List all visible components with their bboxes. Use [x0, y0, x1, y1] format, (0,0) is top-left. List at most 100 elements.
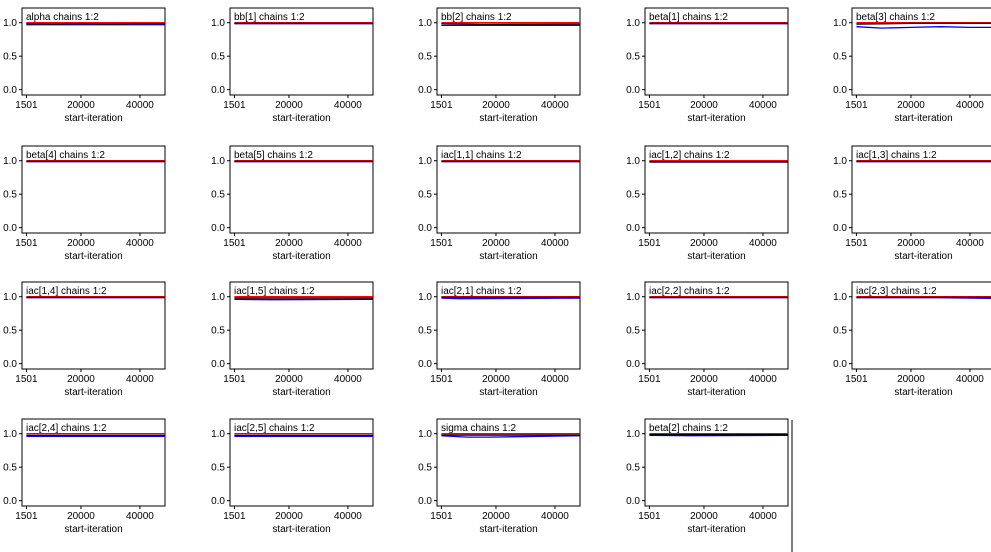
y-tick-label: 0.0	[3, 85, 17, 96]
x-tick-label: 20000	[67, 511, 95, 522]
x-tick-label: 40000	[126, 374, 154, 385]
chart-title: alpha chains 1:2	[26, 12, 99, 23]
chart-title: iac[1,2] chains 1:2	[649, 150, 730, 161]
x-tick-label: 20000	[690, 374, 718, 385]
x-tick-label: 1501	[223, 238, 246, 249]
y-tick-label: 1.0	[833, 156, 847, 167]
x-tick-label: 1501	[15, 511, 38, 522]
series-line	[441, 435, 581, 438]
x-axis-label: start-iteration	[272, 251, 330, 262]
chart-title: beta[1] chains 1:2	[649, 12, 728, 23]
y-tick-label: 0.5	[211, 463, 225, 474]
y-tick-label: 0.5	[833, 326, 847, 337]
x-tick-label: 1501	[845, 374, 868, 385]
x-tick-label: 20000	[482, 238, 510, 249]
y-tick-label: 1.0	[418, 156, 432, 167]
chart-panel: iac[1,2] chains 1:2 0.0 0.5 1.0 1501 20000 400…	[626, 145, 789, 262]
x-axis-label: start-iteration	[64, 387, 122, 398]
y-tick-label: 0.0	[626, 85, 640, 96]
chart-panel: iac[2,4] chains 1:2 0.0 0.5 1.0 1501 20000 400…	[3, 418, 166, 535]
y-tick-label: 0.5	[418, 52, 432, 63]
x-tick-label: 20000	[690, 511, 718, 522]
x-axis-label: start-iteration	[894, 251, 952, 262]
x-tick-label: 40000	[126, 238, 154, 249]
y-tick-label: 1.0	[211, 292, 225, 303]
x-axis-label: start-iteration	[272, 524, 330, 535]
y-tick-label: 0.5	[626, 190, 640, 201]
x-tick-label: 40000	[334, 374, 362, 385]
chart-panel: iac[1,5] chains 1:2 0.0 0.5 1.0 1501 20000 400…	[211, 281, 374, 398]
x-tick-label: 20000	[897, 374, 925, 385]
x-axis-label: start-iteration	[687, 524, 745, 535]
x-tick-label: 1501	[223, 100, 246, 111]
x-tick-label: 20000	[275, 238, 303, 249]
y-tick-label: 0.5	[3, 463, 17, 474]
chart-title: iac[1,5] chains 1:2	[234, 286, 315, 297]
y-tick-label: 0.0	[626, 496, 640, 507]
x-axis-label: start-iteration	[272, 113, 330, 124]
x-axis-label: start-iteration	[479, 251, 537, 262]
y-tick-label: 1.0	[833, 292, 847, 303]
y-tick-label: 1.0	[418, 292, 432, 303]
x-tick-label: 1501	[638, 238, 661, 249]
y-tick-label: 0.0	[211, 359, 225, 370]
chart-panel: beta[5] chains 1:2 0.0 0.5 1.0 1501 20000 4000…	[211, 145, 374, 262]
y-tick-label: 0.5	[418, 463, 432, 474]
chart-panel: bb[1] chains 1:2 0.0 0.5 1.0 1501 20000 40000 s…	[211, 7, 374, 124]
x-tick-label: 20000	[67, 238, 95, 249]
chart-panel: iac[2,1] chains 1:2 0.0 0.5 1.0 1501 20000 400…	[418, 281, 581, 398]
x-tick-label: 40000	[334, 238, 362, 249]
x-tick-label: 1501	[430, 238, 453, 249]
chart-title: bb[1] chains 1:2	[234, 12, 305, 23]
series-line	[441, 23, 581, 26]
x-tick-label: 40000	[749, 238, 777, 249]
y-tick-label: 0.0	[418, 359, 432, 370]
chart-title: beta[3] chains 1:2	[856, 12, 935, 23]
y-tick-label: 0.0	[3, 496, 17, 507]
chart-panel: iac[1,1] chains 1:2 0.0 0.5 1.0 1501 20000 400…	[418, 145, 581, 262]
chart-panel: alpha chains 1:2 0.0 0.5 1.0 1501 20000 40000 s…	[3, 7, 166, 124]
x-tick-label: 1501	[638, 374, 661, 385]
chart-panel: beta[2] chains 1:2 0.0 0.5 1.0 1501 20000 4000…	[626, 418, 789, 535]
y-tick-label: 1.0	[626, 292, 640, 303]
y-tick-label: 0.0	[833, 85, 847, 96]
y-tick-label: 0.0	[833, 223, 847, 234]
y-tick-label: 0.5	[211, 52, 225, 63]
x-tick-label: 40000	[541, 100, 569, 111]
x-tick-label: 1501	[430, 511, 453, 522]
y-tick-label: 1.0	[211, 156, 225, 167]
y-tick-label: 0.0	[3, 223, 17, 234]
y-tick-label: 1.0	[626, 429, 640, 440]
y-tick-label: 0.0	[211, 496, 225, 507]
x-axis-label: start-iteration	[894, 387, 952, 398]
y-tick-label: 0.0	[211, 223, 225, 234]
y-tick-label: 0.5	[3, 326, 17, 337]
y-tick-label: 0.5	[626, 326, 640, 337]
y-tick-label: 1.0	[3, 18, 17, 29]
x-axis-label: start-iteration	[687, 387, 745, 398]
y-tick-label: 0.5	[211, 190, 225, 201]
y-tick-label: 0.5	[418, 190, 432, 201]
chart-title: iac[2,2] chains 1:2	[649, 286, 730, 297]
x-tick-label: 20000	[897, 238, 925, 249]
x-tick-label: 20000	[275, 511, 303, 522]
chart-panel: iac[2,3] chains 1:2 0.0 0.5 1.0 1501 20000 400…	[833, 281, 991, 398]
y-tick-label: 0.0	[3, 359, 17, 370]
y-tick-label: 0.5	[626, 463, 640, 474]
chart-panel: iac[1,4] chains 1:2 0.0 0.5 1.0 1501 20000 400…	[3, 281, 166, 398]
chart-title: iac[1,3] chains 1:2	[856, 150, 937, 161]
x-axis-label: start-iteration	[64, 251, 122, 262]
y-tick-label: 0.5	[833, 190, 847, 201]
y-tick-label: 1.0	[418, 18, 432, 29]
x-axis-label: start-iteration	[64, 113, 122, 124]
x-tick-label: 1501	[845, 238, 868, 249]
x-tick-label: 40000	[541, 238, 569, 249]
chart-panel: beta[1] chains 1:2 0.0 0.5 1.0 1501 20000 4000…	[626, 7, 789, 124]
chart-title: beta[5] chains 1:2	[234, 150, 313, 161]
x-tick-label: 1501	[430, 374, 453, 385]
chart-panel: sigma chains 1:2 0.0 0.5 1.0 1501 20000 40000 s…	[418, 418, 581, 535]
y-tick-label: 0.0	[833, 359, 847, 370]
x-tick-label: 1501	[430, 100, 453, 111]
y-tick-label: 1.0	[626, 18, 640, 29]
